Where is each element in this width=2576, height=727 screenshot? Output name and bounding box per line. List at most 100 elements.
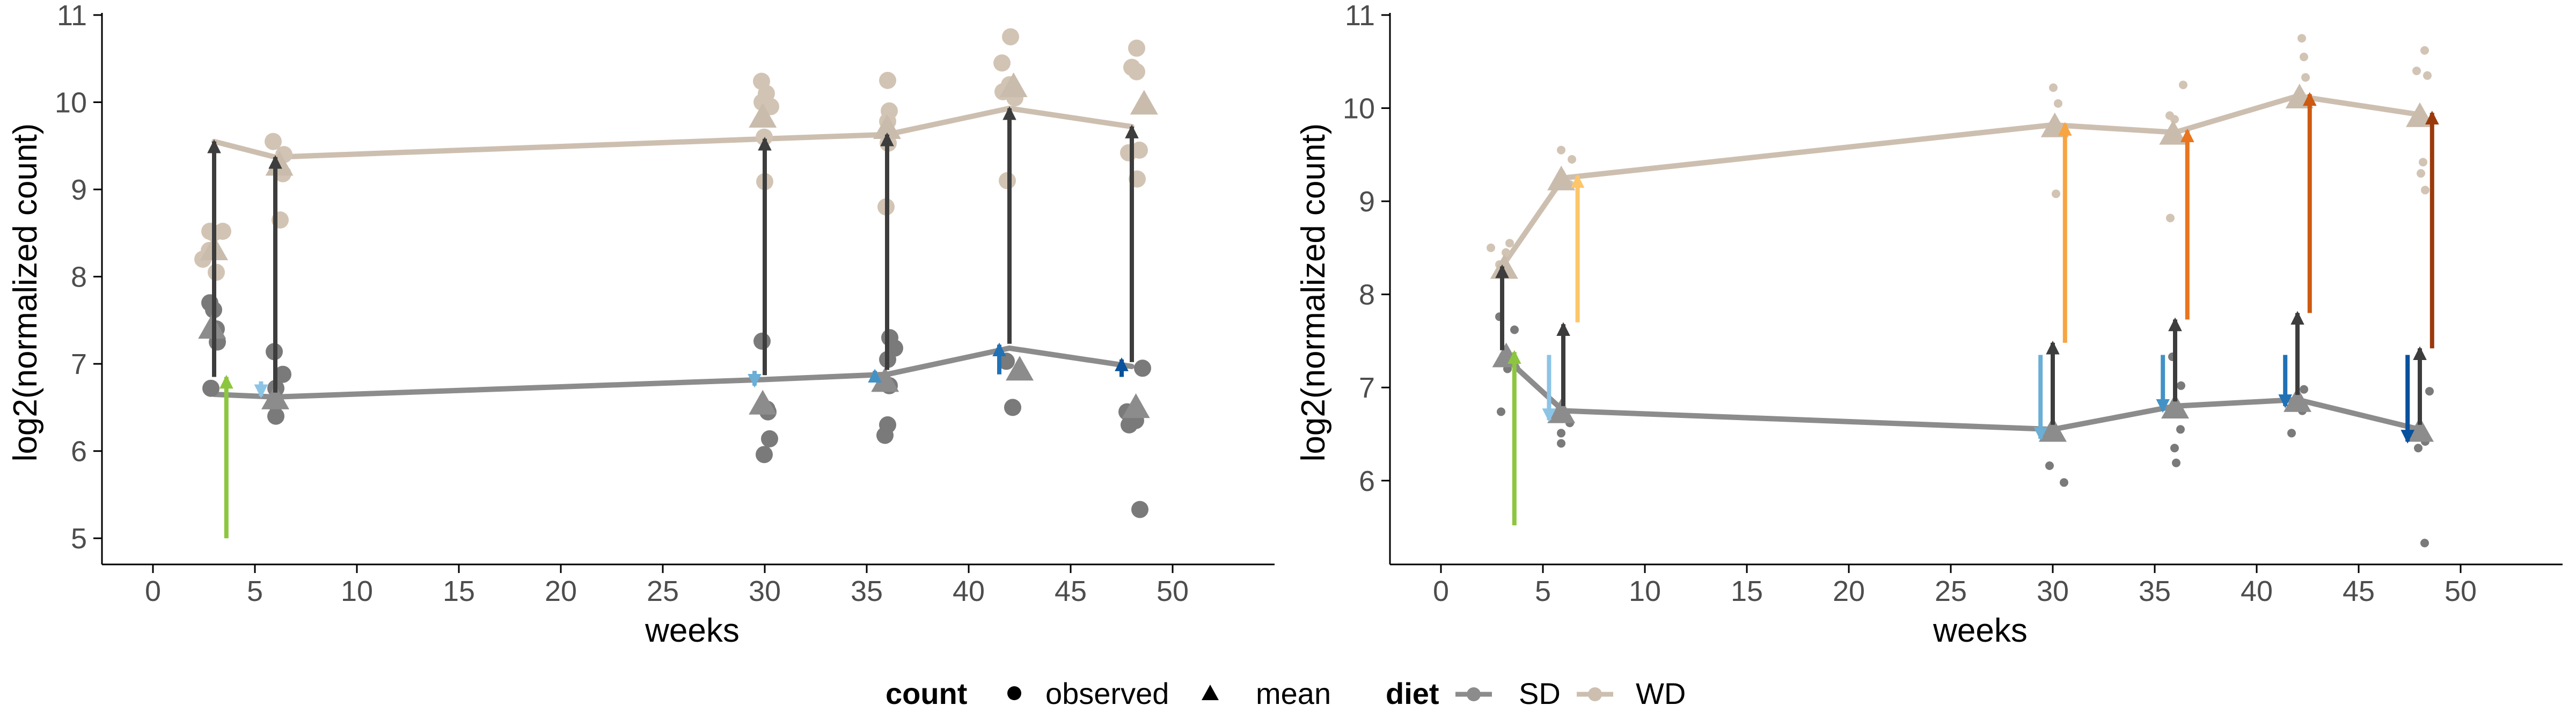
left-observed-sd-point: [881, 329, 898, 347]
legend-sd-label: SD: [1519, 677, 1561, 710]
right-observed-sd-point: [2300, 385, 2308, 394]
left-y-tick-label: 5: [71, 523, 87, 555]
left-x-tick-label: 20: [545, 575, 577, 607]
left-y-axis-title: log2(normalized count): [7, 123, 44, 462]
right-observed-wd-point: [2423, 71, 2432, 80]
left-observed-wd-point: [993, 54, 1011, 72]
right-observed-wd-point: [2179, 80, 2187, 90]
right-y-tick-label: 8: [1359, 279, 1375, 311]
left-x-tick-label: 50: [1157, 575, 1189, 607]
left-x-tick-label: 10: [341, 575, 373, 607]
left-observed-wd-point: [265, 133, 282, 150]
right-x-tick-label: 25: [1935, 575, 1967, 607]
right-x-tick-label: 35: [2139, 575, 2171, 607]
left-y-tick-label: 7: [71, 348, 87, 380]
left-observed-wd-point: [1002, 28, 1019, 46]
right-mean-wd-triangle: [2159, 120, 2187, 145]
right-observed-wd-point: [2421, 186, 2429, 195]
legend-mean-label: mean: [1256, 677, 1331, 710]
legend-wd-point: [1588, 687, 1602, 701]
left-observed-sd-point: [1004, 399, 1021, 416]
right-observed-wd-point: [2049, 83, 2058, 92]
left-observed-wd-point: [1128, 63, 1145, 80]
left-x-tick-label: 35: [851, 575, 883, 607]
right-x-axis-title: weeks: [1933, 612, 2028, 649]
right-observed-wd-point: [2297, 34, 2306, 43]
right-observed-sd-point: [1497, 407, 1505, 416]
right-panel-plot-area: [1487, 34, 2439, 548]
right-observed-wd-point: [2412, 67, 2421, 76]
right-y-axis-title: log2(normalized count): [1295, 123, 1332, 462]
left-observed-sd-point: [998, 353, 1015, 370]
right-x-tick-label: 10: [1629, 575, 1661, 607]
right-observed-sd-point: [2176, 425, 2185, 434]
left-observed-sd-point: [753, 332, 771, 350]
left-observed-sd-point: [761, 430, 778, 447]
right-y-tick-label: 6: [1359, 465, 1375, 497]
right-observed-sd-point: [2414, 444, 2423, 453]
left-y-tick-label: 9: [71, 174, 87, 206]
right-x-tick-label: 15: [1731, 575, 1763, 607]
right-mean-wd-triangle: [1547, 165, 1576, 190]
left-mean-wd-triangle: [1130, 90, 1158, 115]
left-x-tick-label: 5: [247, 575, 263, 607]
legend-count-title: count: [885, 677, 967, 710]
left-panel-axes: 0 5 10 15 20 25 30 35 40 45 50 5 6 7 8 9 10 11: [55, 0, 1275, 607]
left-observed-sd-point: [879, 416, 896, 434]
right-x-tick-label: 30: [2037, 575, 2069, 607]
right-y-tick-label: 9: [1359, 186, 1375, 218]
right-observed-wd-point: [2166, 214, 2175, 223]
left-y-tick-label: 11: [57, 0, 87, 32]
right-observed-wd-point: [1557, 145, 1565, 155]
left-wd-line: [211, 105, 1135, 160]
left-observed-wd-point: [214, 223, 231, 240]
legend-sd-point: [1467, 687, 1481, 701]
legend-diet-title: diet: [1386, 677, 1439, 710]
left-mean-sd-triangle: [871, 367, 899, 392]
left-mean-wd-triangle: [873, 114, 901, 139]
left-y-tick-label: 6: [71, 436, 87, 468]
legend-observed-label: observed: [1045, 677, 1169, 710]
right-observed-wd-point: [1568, 155, 1576, 164]
legend: count observed mean diet SD WD: [885, 677, 1686, 710]
right-observed-wd-point: [2170, 115, 2179, 124]
right-y-tick-label: 7: [1359, 372, 1375, 404]
left-x-axis-title: weeks: [645, 612, 740, 649]
right-observed-wd-point: [2054, 99, 2062, 108]
left-observed-wd-point: [1128, 39, 1145, 57]
right-observed-sd-point: [2287, 429, 2296, 438]
right-observed-sd-point: [2177, 381, 2185, 390]
left-panel-plot-area: [194, 28, 1158, 539]
legend-mean-symbol: [1202, 685, 1219, 700]
left-observed-sd-point: [1131, 501, 1148, 518]
left-x-tick-label: 45: [1055, 575, 1087, 607]
right-observed-sd-point: [2172, 458, 2180, 467]
left-x-tick-label: 0: [145, 575, 161, 607]
left-y-tick-label: 10: [55, 87, 87, 119]
right-x-tick-label: 20: [1833, 575, 1865, 607]
left-panel: 0 5 10 15 20 25 30 35 40 45 50 5 6 7 8 9 10 11 weeks log2…: [7, 0, 1275, 649]
right-x-tick-label: 0: [1433, 575, 1449, 607]
right-panel: 0 5 10 15 20 25 30 35 40 45 50 6 7 8 9 10 11 weeks log2(…: [1295, 0, 2563, 649]
left-observed-wd-point: [1120, 144, 1137, 161]
left-observed-wd-point: [758, 85, 775, 102]
right-observed-sd-point: [1557, 429, 1565, 438]
left-mean-wd-triangle: [999, 72, 1028, 98]
right-observed-sd-point: [2420, 539, 2429, 548]
left-observed-sd-point: [756, 446, 773, 464]
right-wd-line: [1499, 93, 2423, 269]
right-observed-sd-point: [2425, 387, 2434, 396]
right-observed-wd-point: [1505, 239, 1514, 248]
right-observed-wd-point: [1502, 248, 1510, 257]
right-observed-sd-point: [2045, 461, 2054, 470]
left-x-tick-label: 15: [443, 575, 475, 607]
right-observed-sd-point: [2060, 478, 2068, 487]
legend-wd-label: WD: [1636, 677, 1686, 710]
right-y-tick-label: 11: [1345, 0, 1375, 32]
left-x-tick-label: 30: [749, 575, 781, 607]
left-mean-wd-triangle: [749, 102, 777, 128]
right-observed-wd-point: [2419, 158, 2427, 167]
right-x-tick-label: 45: [2343, 575, 2375, 607]
right-observed-sd-point: [1557, 439, 1565, 448]
right-observed-sd-point: [2170, 444, 2179, 453]
